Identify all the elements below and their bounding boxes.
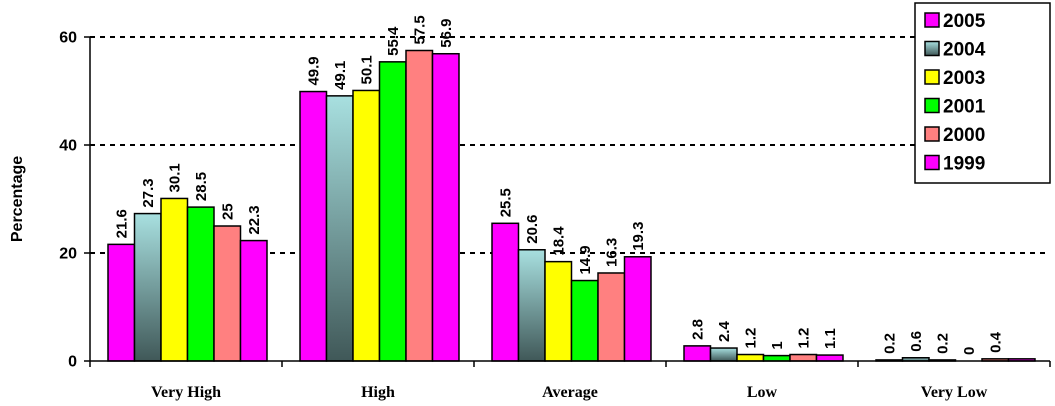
bar-1999-high [431, 52, 460, 362]
bar-2000-low [789, 353, 818, 362]
data-label: 56.9 [438, 19, 455, 48]
bar-2003-very-high [160, 197, 189, 362]
data-label: 19.3 [630, 222, 647, 251]
data-label: 55.4 [385, 26, 402, 56]
legend-swatch [924, 40, 940, 57]
x-category-label: Low [747, 384, 778, 401]
bar-2001-low [762, 354, 791, 362]
y-tick-label: 40 [59, 138, 77, 155]
y-tick-label: 60 [59, 30, 77, 47]
legend: 2005 2004 2003 2001 2000 1999 [914, 2, 1051, 184]
bar-2004-average [517, 249, 546, 362]
legend-label: 2001 [943, 97, 986, 118]
data-label: 22.3 [246, 205, 263, 234]
bar-2000-very-high [213, 225, 242, 362]
bar-2003-high [352, 89, 381, 362]
x-category-label: Average [542, 384, 598, 401]
data-label: 25 [219, 203, 236, 220]
bar-1999-low [815, 354, 844, 362]
data-label: 0.6 [908, 331, 925, 352]
bar-2005-low [683, 345, 712, 362]
legend-box [914, 2, 1051, 184]
legend-swatch [924, 69, 940, 85]
bar-2004-very-high [133, 212, 162, 362]
bars [107, 49, 1036, 362]
data-label: 49.1 [332, 61, 349, 90]
data-label: 1 [769, 341, 786, 349]
data-label: 28.5 [193, 172, 210, 201]
legend-swatch [924, 97, 940, 114]
bar-2000-average [597, 272, 626, 362]
y-axis-label: Percentage [9, 156, 26, 242]
data-label: 2.8 [689, 319, 706, 340]
legend-swatch [924, 126, 940, 142]
bar-2003-low [736, 353, 765, 362]
data-label: 25.5 [497, 188, 514, 217]
data-label: 1.1 [822, 328, 839, 349]
legend-label: 2005 [943, 11, 986, 32]
data-label: 18.4 [550, 226, 567, 256]
bar-2001-average [570, 279, 599, 362]
data-label: 30.1 [166, 163, 183, 192]
bar-1999-very-high [239, 239, 268, 362]
data-label: 0.2 [934, 333, 951, 354]
legend-label: 2003 [943, 68, 985, 89]
x-category-label: Very Low [921, 384, 988, 401]
data-label: 20.6 [524, 215, 541, 244]
x-category-label: High [361, 384, 395, 401]
data-labels: 21.6 27.3 30.1 28.5 25 22.3 49.9 49.1 50.1 55.4 57… [113, 15, 1004, 355]
bar-2001-high [378, 61, 407, 362]
bar-1999-average [623, 256, 652, 362]
legend-label: 1999 [943, 154, 985, 175]
bar-2004-high [325, 95, 354, 362]
data-label: 0.4 [987, 331, 1004, 353]
data-label: 1.2 [795, 328, 812, 349]
legend-swatch [924, 154, 940, 171]
legend-label: 2004 [943, 40, 986, 61]
legend-label: 2000 [943, 125, 985, 146]
data-label: 1.2 [742, 328, 759, 349]
bar-2004-low [709, 347, 738, 362]
data-label: 49.9 [305, 56, 322, 85]
bar-2000-high [405, 49, 434, 362]
data-label: 50.1 [358, 55, 375, 84]
bar-2001-very-high [186, 206, 215, 362]
bar-2005-very-high [107, 243, 136, 362]
axes: 0 20 40 60 Very High High Average Low Very Low [59, 30, 1051, 401]
bar-2003-average [544, 260, 573, 362]
data-label: 0 [961, 347, 978, 355]
data-label: 0.2 [881, 333, 898, 354]
legend-swatch [924, 12, 940, 28]
y-tick-label: 20 [59, 246, 77, 263]
x-category-label: Very High [151, 384, 221, 401]
bar-2005-average [491, 222, 520, 362]
data-label: 2.4 [716, 321, 733, 343]
data-label: 14.9 [577, 245, 594, 274]
data-label: 21.6 [113, 209, 130, 238]
bar-2005-high [299, 90, 328, 362]
data-label: 16.3 [603, 238, 620, 267]
data-label: 57.5 [411, 15, 428, 44]
y-tick-label: 0 [68, 354, 77, 371]
data-label: 27.3 [140, 178, 157, 207]
